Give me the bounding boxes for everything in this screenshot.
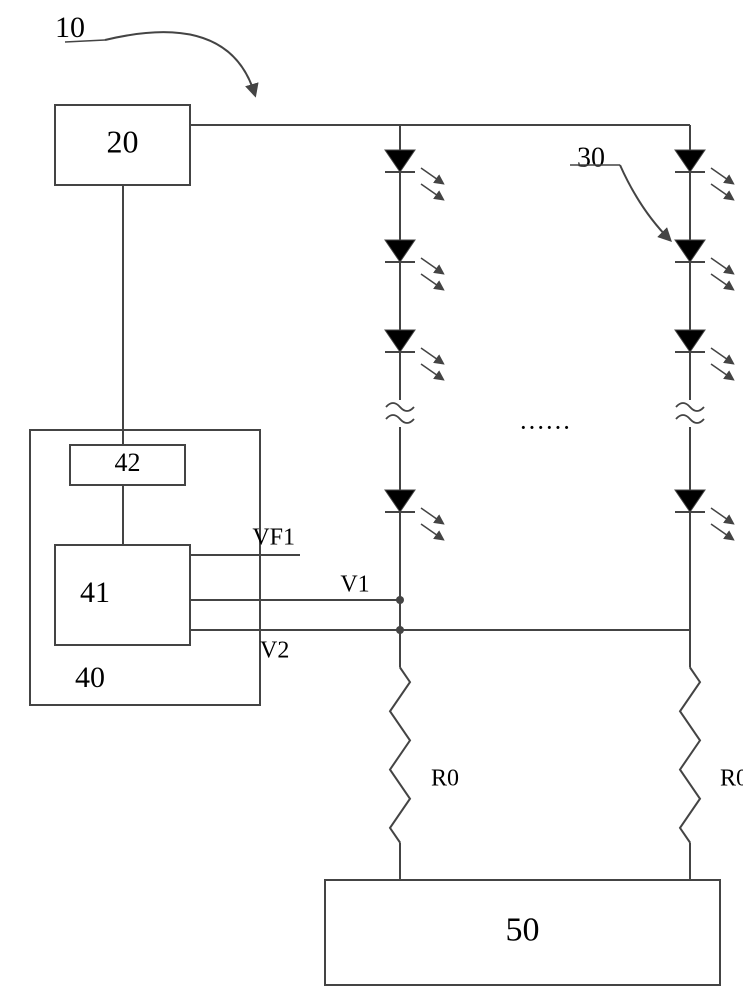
block-41 [55,545,190,645]
block-40 [30,430,260,705]
label-v2: V2 [260,638,289,664]
label-r0-right: R0 [720,766,743,792]
continuation-dots: ······ [519,413,571,442]
label-30: 30 [577,142,605,173]
label-10: 10 [55,11,85,44]
label-r0-left: R0 [431,766,459,792]
ref-arrow-10 [105,32,255,95]
label-20: 20 [107,123,139,159]
label-41: 41 [80,576,110,609]
label-v1: V1 [340,572,369,598]
label-40: 40 [75,661,105,694]
label-42: 42 [115,448,141,477]
label-50: 50 [506,911,540,948]
label-vf1: VF1 [252,525,295,551]
ref-arrow-30 [620,165,670,240]
